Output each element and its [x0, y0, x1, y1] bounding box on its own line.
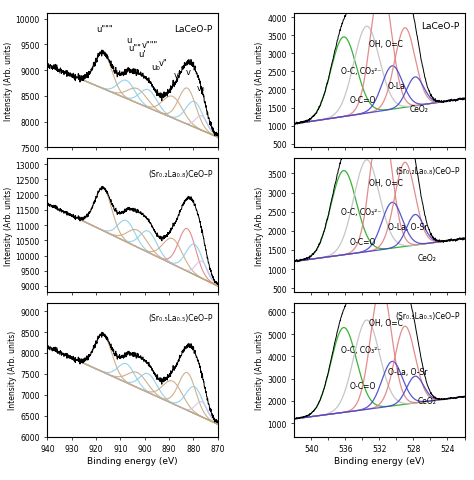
Text: O-C=O: O-C=O	[350, 238, 376, 247]
Y-axis label: Intensity (Arb. units): Intensity (Arb. units)	[9, 330, 18, 409]
Text: O-La: O-La	[388, 82, 406, 90]
Text: LaCeO-P: LaCeO-P	[421, 23, 459, 31]
Text: (Sr₀.₅La₀.₅)CeO–P: (Sr₀.₅La₀.₅)CeO–P	[148, 314, 212, 323]
Text: CeO₂: CeO₂	[409, 105, 428, 114]
Text: v₀: v₀	[196, 84, 205, 93]
Text: u₀: u₀	[151, 62, 160, 72]
Text: u""": u"""	[96, 25, 113, 34]
Text: O-C=O: O-C=O	[350, 96, 376, 105]
Text: O-C, CO₃²⁻: O-C, CO₃²⁻	[341, 345, 382, 354]
Text: (Sr₀.₂La₀.₈)CeO–P: (Sr₀.₂La₀.₈)CeO–P	[148, 169, 212, 179]
Text: u: u	[126, 36, 132, 45]
Text: (Sr₀.₂La₀.₈)CeO–P: (Sr₀.₂La₀.₈)CeO–P	[395, 167, 459, 176]
Y-axis label: Intensity (Arb. units): Intensity (Arb. units)	[255, 42, 264, 121]
Text: O-C, CO₃²⁻: O-C, CO₃²⁻	[341, 67, 382, 76]
Y-axis label: Intensity (Arb. units): Intensity (Arb. units)	[4, 42, 13, 121]
Text: v": v"	[159, 59, 167, 68]
Y-axis label: Intensity (Arb. units): Intensity (Arb. units)	[4, 186, 13, 265]
Text: v': v'	[174, 71, 181, 80]
Text: v: v	[186, 68, 191, 77]
Text: CeO₂: CeO₂	[418, 253, 437, 262]
X-axis label: Binding energy (eV): Binding energy (eV)	[87, 456, 178, 465]
Text: O-C, CO₃²⁻: O-C, CO₃²⁻	[341, 207, 382, 216]
Text: OH, O=C: OH, O=C	[369, 318, 403, 327]
Text: LaCeO-P: LaCeO-P	[174, 25, 212, 34]
Text: (Sr₀.₅La₀.₅)CeO–P: (Sr₀.₅La₀.₅)CeO–P	[395, 311, 459, 320]
Text: CeO₂: CeO₂	[418, 396, 437, 406]
Text: O-C=O: O-C=O	[350, 381, 376, 390]
Text: O-La, O-Sr: O-La, O-Sr	[388, 367, 428, 376]
Text: OH, O=C: OH, O=C	[369, 179, 403, 188]
Text: v""": v"""	[141, 41, 158, 50]
Text: u"": u""	[128, 44, 141, 53]
Y-axis label: Intensity (Arb. units): Intensity (Arb. units)	[255, 330, 264, 409]
Text: OH, O=C: OH, O=C	[369, 40, 403, 49]
Y-axis label: Intensity (Arb. units): Intensity (Arb. units)	[255, 186, 264, 265]
X-axis label: Binding energy (eV): Binding energy (eV)	[334, 456, 425, 465]
Text: u': u'	[138, 50, 146, 59]
Text: O-La, O-Sr: O-La, O-Sr	[388, 222, 428, 231]
